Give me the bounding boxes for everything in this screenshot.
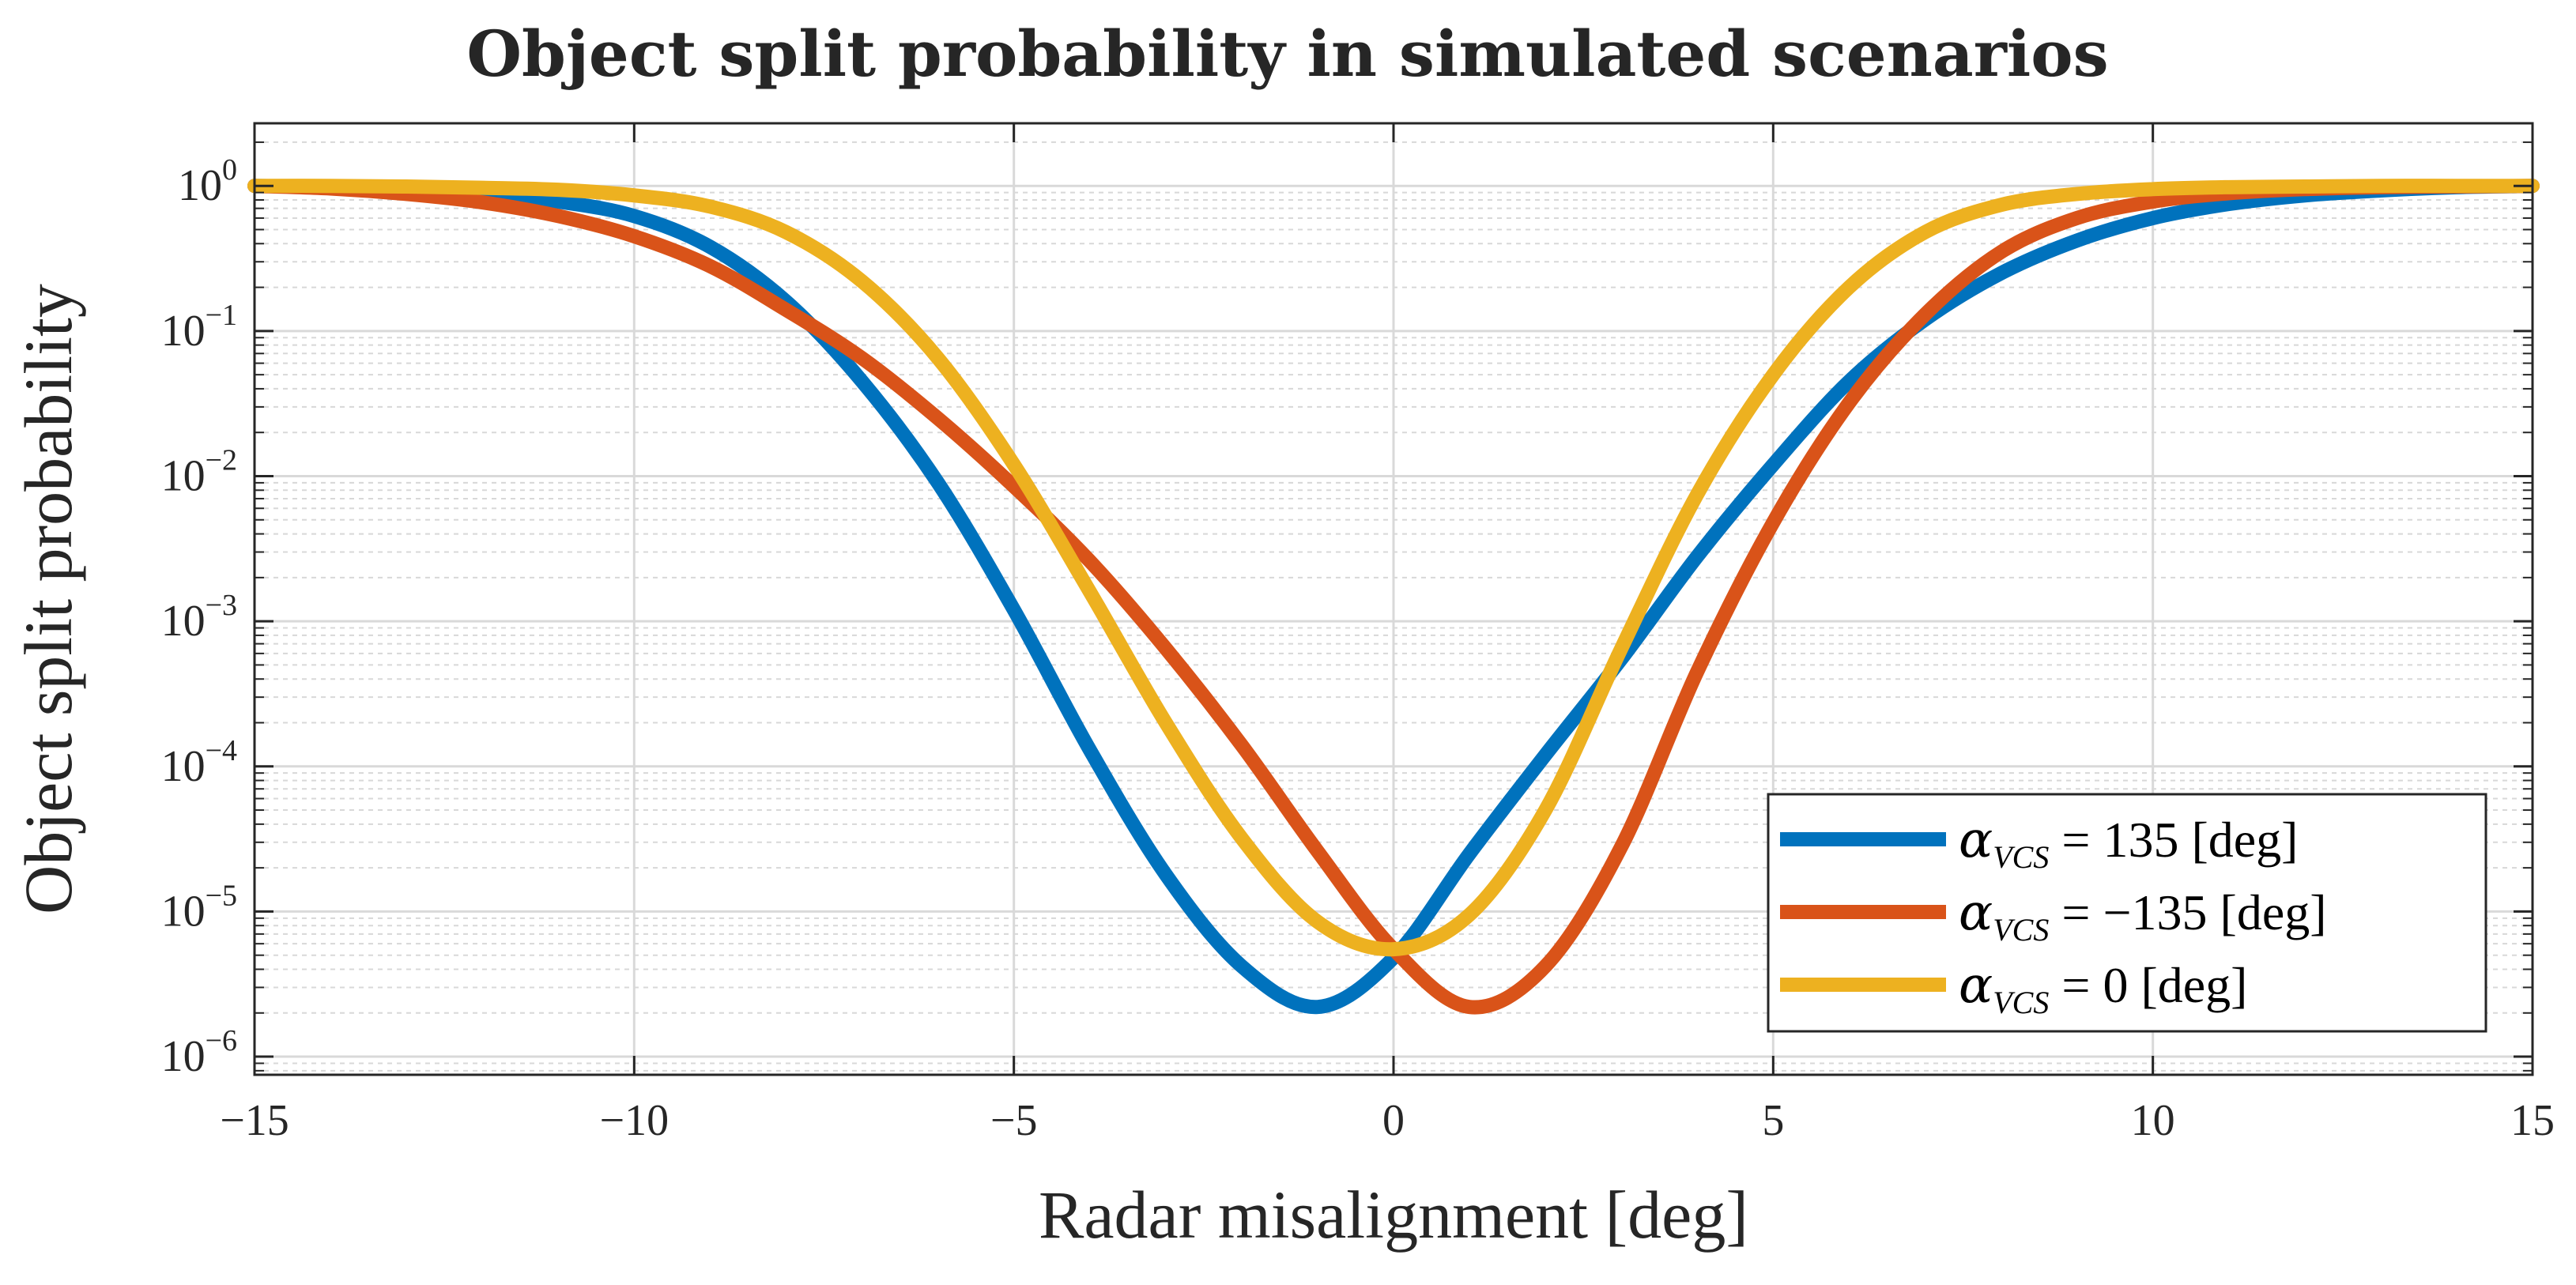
x-tick-label: 0 xyxy=(1382,1096,1405,1145)
x-tick-label: −15 xyxy=(220,1096,289,1145)
y-tick-label: 10−6 xyxy=(161,1024,237,1081)
legend-label-2: αVCS = −135 [deg] xyxy=(1959,884,2327,948)
y-axis-label: Object split probability xyxy=(10,284,86,914)
x-tick-label: 5 xyxy=(1762,1096,1784,1145)
x-tick-label: 15 xyxy=(2510,1096,2555,1145)
y-tick-label: 10−4 xyxy=(161,734,237,791)
series-line-2 xyxy=(247,179,2540,1015)
series-line-1 xyxy=(247,179,2540,1015)
x-tick-label: −5 xyxy=(990,1096,1038,1145)
legend-label-3: αVCS = 0 [deg] xyxy=(1959,956,2247,1020)
y-tick-label: 10−5 xyxy=(161,879,237,936)
x-tick-label: 10 xyxy=(2131,1096,2175,1145)
y-tick-label: 10−1 xyxy=(161,299,237,356)
series-line-3 xyxy=(247,179,2540,957)
legend: αVCS = 135 [deg] αVCS = −135 [deg] αVCS = … xyxy=(1767,793,2487,1033)
y-tick-label: 100 xyxy=(178,153,237,210)
y-tick-label: 10−2 xyxy=(161,443,237,500)
x-axis-label: Radar misalignment [deg] xyxy=(1039,1177,1748,1253)
x-tick-label: −10 xyxy=(600,1096,669,1145)
y-tick-label: 10−3 xyxy=(161,589,237,646)
series-lines xyxy=(247,179,2540,1015)
legend-label-1: αVCS = 135 [deg] xyxy=(1959,811,2298,875)
axis-ticks: 100 10−1 10−2 10−3 10−4 10−5 10−6 −15 −10 −5 0 5 10 1… xyxy=(161,123,2555,1145)
chart-title: Object split probability in simulated sc… xyxy=(466,17,2108,91)
